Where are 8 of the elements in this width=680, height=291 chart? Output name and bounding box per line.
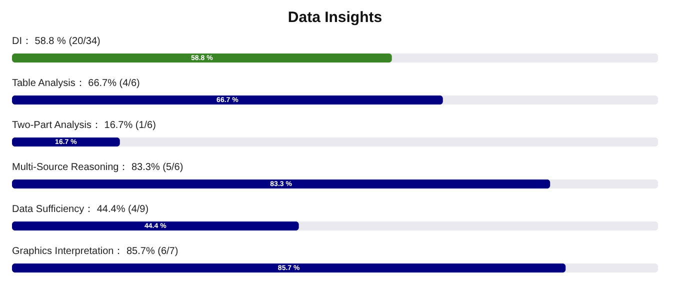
y-tick-label: Data Sufficiency： 44.4% (4/9)	[12, 204, 149, 215]
chart-title: Data Insights	[288, 9, 382, 26]
y-tick-label: Multi-Source Reasoning： 83.3% (5/6)	[12, 162, 184, 173]
y-tick-label: Table Analysis： 66.7% (4/6)	[12, 78, 140, 89]
y-tick-label: Graphics Interpretation： 85.7% (6/7)	[12, 246, 178, 257]
bar	[12, 138, 120, 146]
y-tick-label: Two-Part Analysis： 16.7% (1/6)	[12, 120, 156, 131]
y-tick-label: DI： 58.8 % (20/34)	[12, 36, 100, 47]
